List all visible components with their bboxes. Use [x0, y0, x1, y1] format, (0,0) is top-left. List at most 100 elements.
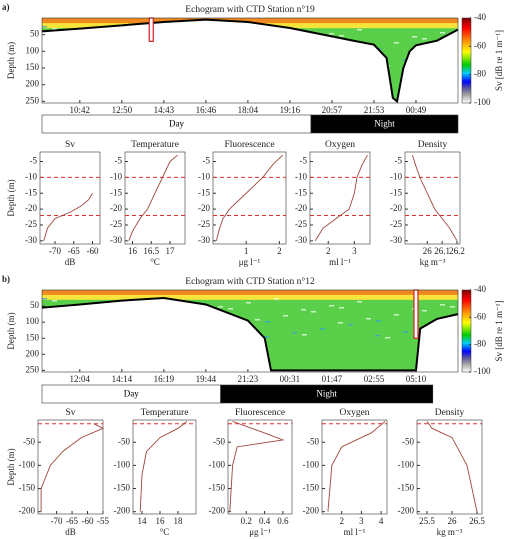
echo-speckle — [348, 324, 353, 326]
ctd-marker — [148, 17, 154, 42]
colorbar-tick-label: -80 — [474, 339, 486, 349]
y-tick-label: -5 — [30, 156, 38, 166]
y-tick-label: -200 — [303, 506, 320, 516]
profile-frame — [39, 151, 101, 245]
echogram-title: Echogram with CTD Station n°19 — [185, 4, 315, 15]
x-tick-label: 14 — [138, 516, 148, 526]
y-tick-label: -100 — [398, 459, 415, 469]
echo-speckle — [302, 334, 307, 336]
profile-title: Sv — [65, 140, 75, 150]
y-tick-label: 50 — [30, 29, 40, 39]
y-tick-label: -30 — [110, 235, 122, 245]
x-tick-label: 16:19 — [154, 374, 175, 384]
echo-speckle — [42, 26, 47, 28]
profile-title: Oxygen — [325, 140, 355, 150]
profile-title: Temperature — [141, 408, 189, 418]
y-tick-label: -10 — [390, 171, 402, 181]
profile-frame — [37, 419, 104, 515]
y-tick-label: -20 — [198, 203, 210, 213]
y-axis-label: Depth (m) — [6, 42, 16, 79]
echo-speckle — [274, 298, 279, 300]
profile-frame — [321, 419, 388, 515]
y-tick-label: -200 — [114, 506, 131, 516]
y-tick-label: -30 — [25, 235, 37, 245]
y-tick-label: -20 — [295, 203, 307, 213]
y-tick-label: -150 — [19, 483, 36, 493]
profile-line — [327, 421, 386, 512]
x-tick-label: 16.5 — [143, 246, 159, 256]
echo-orange — [42, 18, 458, 24]
echo-speckle — [376, 320, 381, 322]
echo-speckle — [412, 36, 417, 38]
seafloor-line — [41, 18, 459, 104]
x-tick-label: 3 — [352, 246, 357, 256]
echo-speckle — [394, 314, 399, 316]
profile-line — [139, 421, 188, 512]
colorbar-tick-label: -100 — [474, 366, 491, 376]
x-tick-label: 02:55 — [364, 374, 385, 384]
y-tick-label: -25 — [198, 219, 210, 229]
y-tick-label: -100 — [19, 459, 36, 469]
echo-speckle — [375, 335, 380, 337]
x-tick-label: -60 — [82, 516, 94, 526]
period-label: Night — [374, 119, 395, 129]
y-tick-label: -15 — [390, 187, 402, 197]
echo-speckle — [440, 304, 445, 306]
x-tick-label: -65 — [66, 516, 78, 526]
x-axis-label: ml l⁻¹ — [329, 257, 351, 267]
x-tick-label: 26 — [448, 516, 458, 526]
echo-speckle — [246, 302, 251, 304]
y-tick-label: -150 — [303, 483, 320, 493]
echo-speckle — [320, 328, 325, 330]
profile-line — [314, 154, 368, 242]
x-tick-label: 19:16 — [280, 105, 301, 115]
profile-line — [229, 420, 285, 512]
y-tick-label: -5 — [300, 156, 308, 166]
y-tick-label: -150 — [398, 483, 415, 493]
seafloor-line — [41, 297, 459, 372]
y-tick-label: -30 — [295, 235, 307, 245]
profile-frame — [404, 151, 461, 245]
x-tick-label: 16 — [156, 516, 166, 526]
x-axis-label: dB — [65, 257, 76, 267]
x-tick-label: 00:49 — [406, 105, 427, 115]
y-tick-label: 250 — [26, 364, 40, 374]
y-tick-label: -25 — [25, 219, 37, 229]
echo-speckle — [218, 306, 223, 308]
y-tick-label: -25 — [390, 219, 402, 229]
echo-speckle — [265, 321, 270, 323]
echo-speckle — [357, 301, 362, 303]
x-tick-label: 2 — [277, 246, 282, 256]
profile-line — [426, 421, 478, 512]
y-tick-label: -15 — [25, 187, 37, 197]
x-tick-label: 16:46 — [196, 105, 217, 115]
echo-speckle — [42, 298, 47, 300]
echo-speckle — [301, 309, 306, 311]
x-tick-label: -60 — [87, 246, 99, 256]
frame — [41, 289, 459, 373]
x-tick-label: 05:10 — [406, 374, 427, 384]
y-tick-label: -10 — [295, 171, 307, 181]
profile-line — [43, 193, 93, 241]
x-tick-label: 2 — [339, 516, 344, 526]
echo-speckle — [339, 307, 344, 309]
echo-speckle — [329, 305, 334, 307]
echo-speckle — [292, 332, 297, 334]
x-axis-label: °C — [160, 527, 170, 537]
y-tick-label: -50 — [213, 436, 225, 446]
y-tick-label: -5 — [203, 156, 211, 166]
echo-speckle — [422, 310, 427, 312]
panel-label: a) — [2, 2, 10, 12]
y-tick-label: -50 — [402, 436, 414, 446]
profile-title: Density — [435, 408, 465, 418]
x-tick-label: 12:50 — [112, 105, 133, 115]
echo-speckle — [394, 42, 399, 44]
echo-speckle — [52, 28, 57, 30]
profile-frame — [227, 419, 293, 515]
colorbar-tick-label: -40 — [474, 12, 486, 22]
colorbar-tick-label: -40 — [474, 284, 486, 294]
echo-speckle — [385, 337, 390, 339]
x-tick-label: 00:31 — [280, 374, 301, 384]
y-tick-label: 100 — [26, 45, 40, 55]
profile-title: Oxygen — [339, 408, 369, 418]
